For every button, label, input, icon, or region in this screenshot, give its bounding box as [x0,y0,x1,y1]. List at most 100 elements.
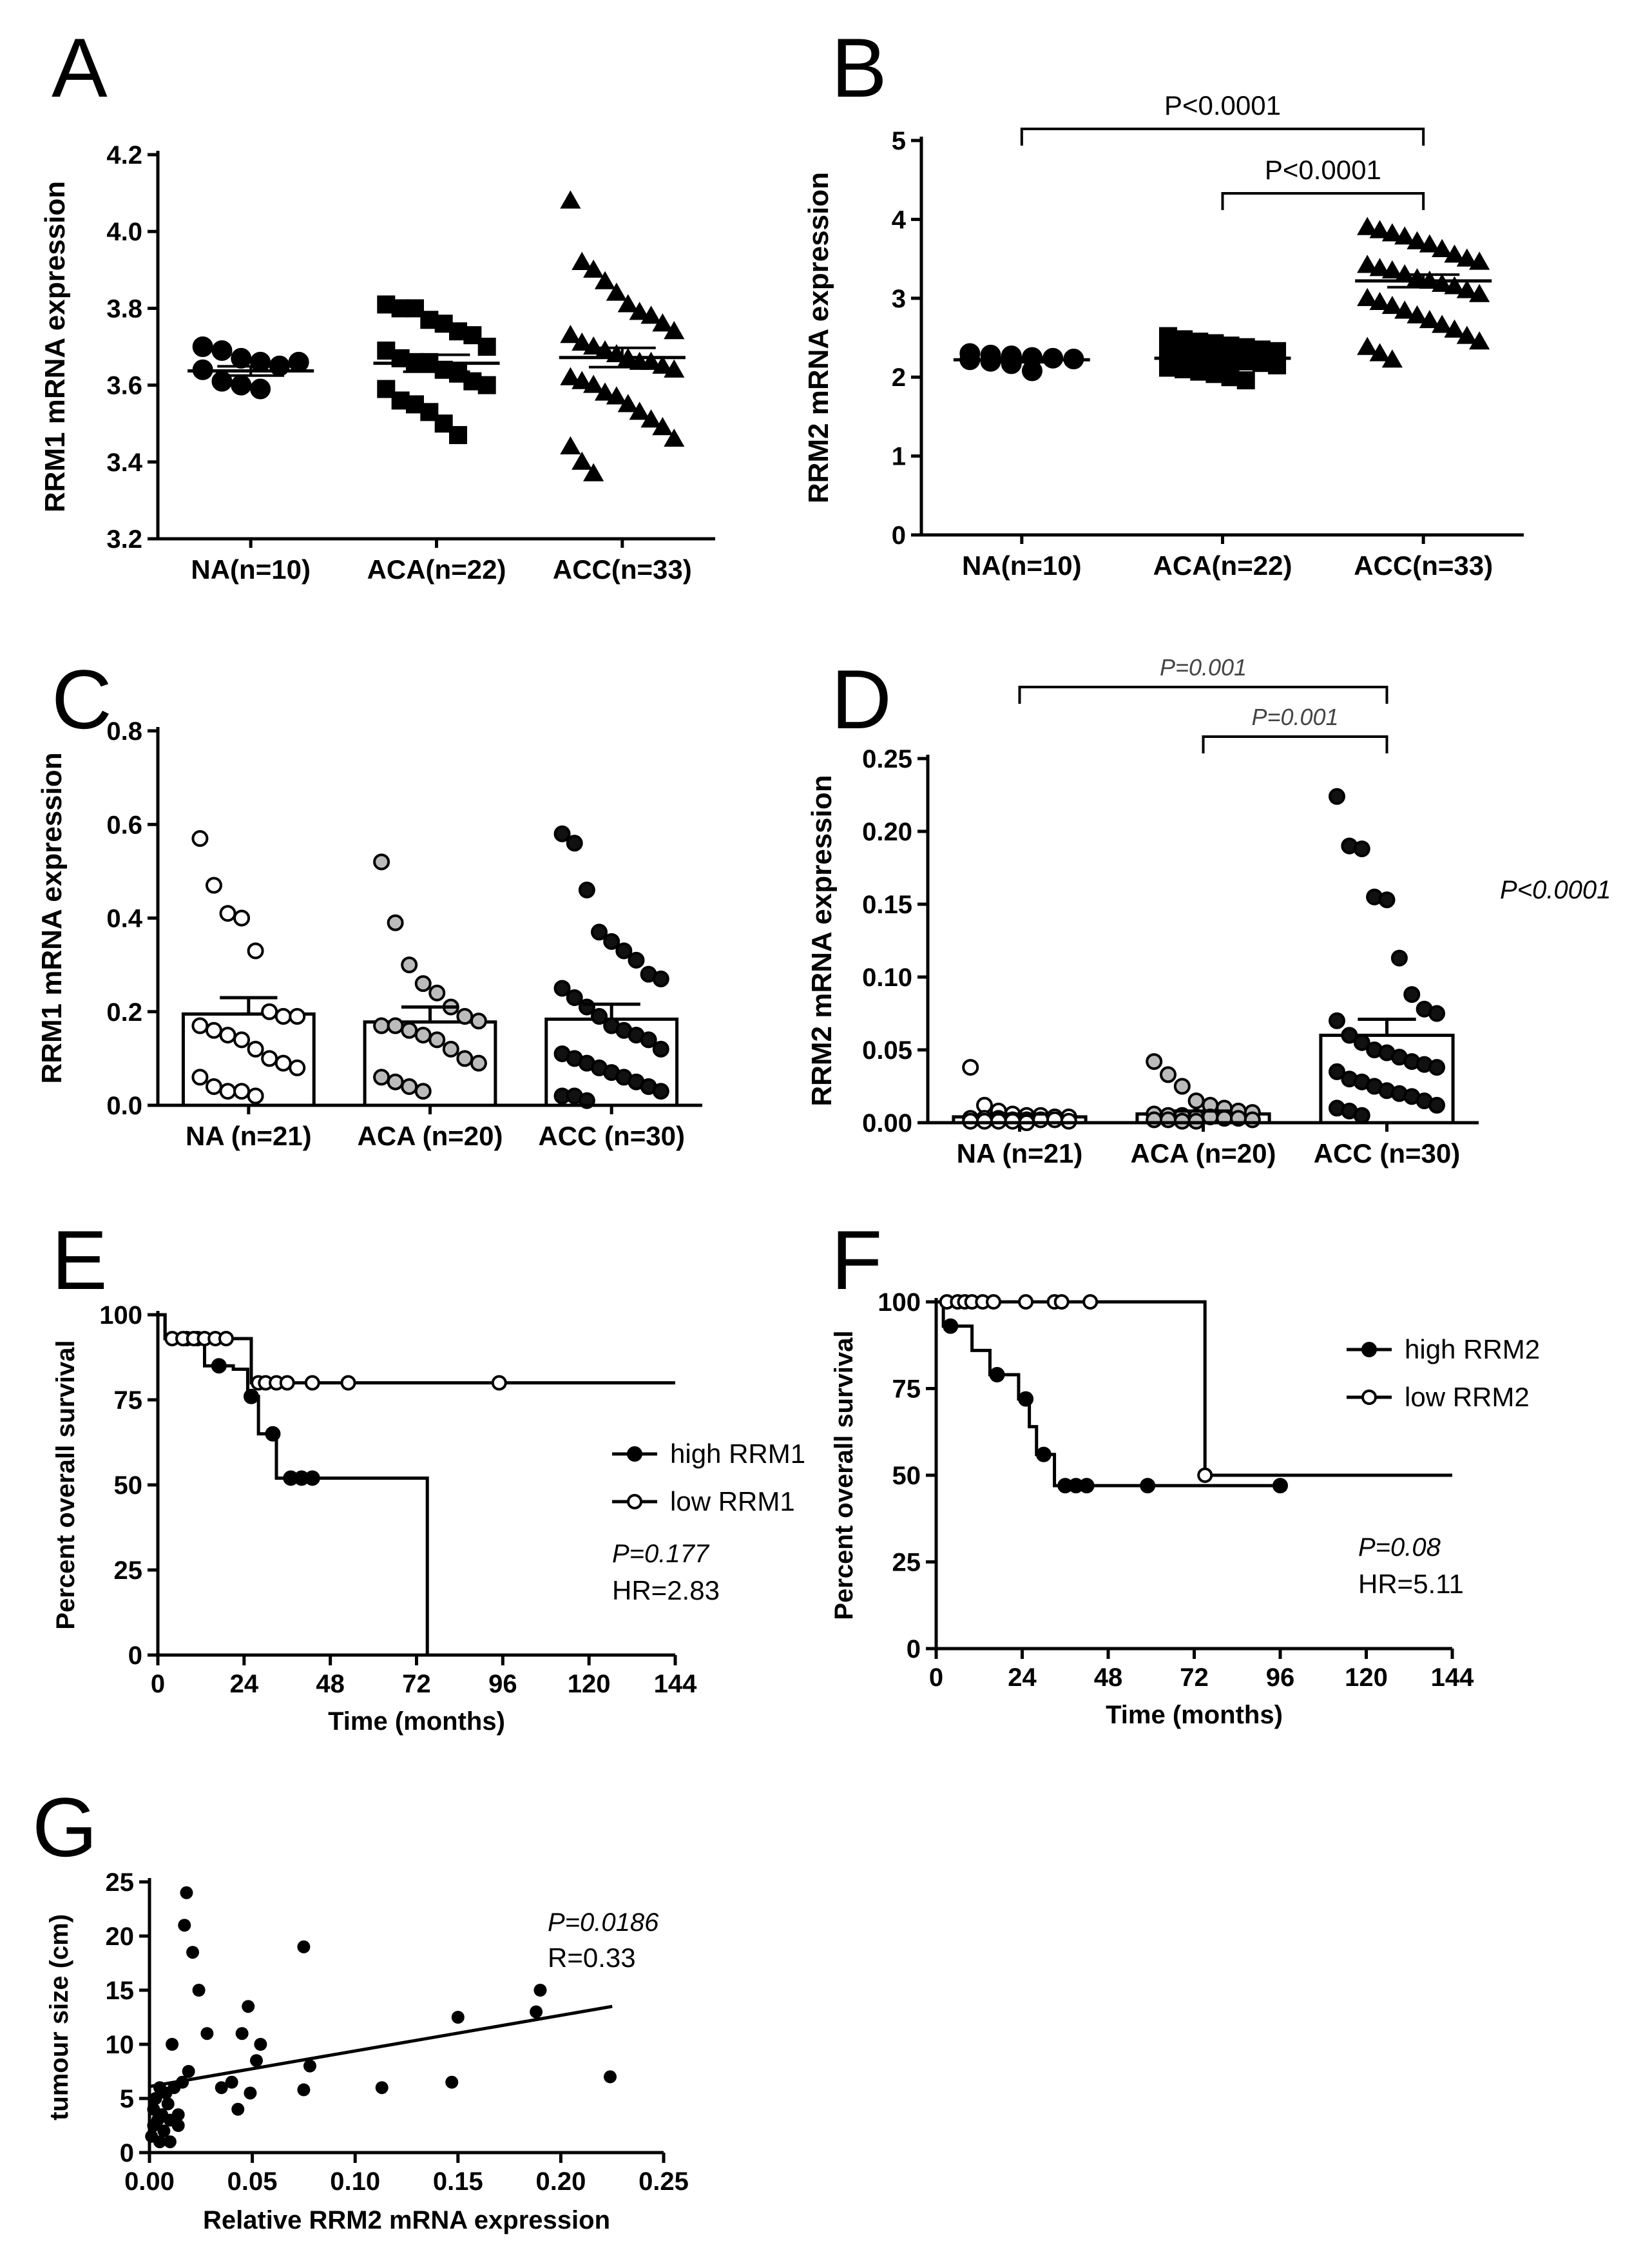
panel-B-point [1419,309,1440,329]
panel-g-point [178,1919,191,1932]
panel-F-y-tick-label: 0 [907,1635,921,1663]
panel-E-y-tick-label: 75 [114,1386,143,1415]
panel-f-hazard-ratio: HR=5.11 [1358,1569,1464,1599]
panel-B-y-axis-label: RRM2 mRNA expression [803,172,834,503]
panel-g-point [215,2081,228,2095]
panel-g-y-tick-label: 10 [106,2031,135,2059]
panel-F-survival-curve [936,1300,1452,1477]
panel-E-censor-mark [491,1375,507,1391]
panel-D-y-tick-label: 0.25 [862,745,912,773]
panel-C-point [233,1031,251,1049]
panel-A-point [477,338,496,356]
panel-F-x-tick-label: 96 [1266,1663,1295,1692]
panel-g-point [153,2135,166,2149]
panel-C-point [205,1022,222,1039]
panel-A-point [560,190,581,209]
panel-C-point [401,1078,418,1095]
panel-D-point [1046,1111,1064,1128]
panel-E-censor-mark [218,1330,234,1346]
panel-C-point [247,1087,264,1105]
panel-C-point [652,1040,669,1058]
panel-g-point [604,2070,617,2084]
panel-E-censor-mark [211,1358,227,1374]
panel-A-point [617,394,639,412]
panel-A-category-label: ACC(n=33) [553,554,692,585]
panel-A-y-tick-label: 3.4 [106,449,142,477]
panel-A-point [583,463,604,481]
panel-A-y-tick-label: 4.0 [106,218,142,246]
panel-A-point [640,409,662,428]
panel-g-y-tick-label: 0 [120,2139,134,2167]
legend-label: high RRM2 [1405,1334,1540,1364]
panel-D-point [962,1059,979,1076]
panel-g-point [180,1886,193,1899]
panel-B-point [1432,238,1453,257]
panel-C-point [247,1040,264,1058]
panel-C-y-tick-label: 0.0 [106,1092,142,1120]
panel-F-x-axis-label: Time (months) [1106,1701,1283,1729]
panel-A-category-label: NA(n=10) [191,554,311,585]
panel-C-category-label: ACC (n=30) [538,1121,685,1151]
panel-A-point [629,402,650,420]
panel-e-p-value: P=0.177 [612,1540,710,1568]
panel-A-point [211,340,233,361]
panel-b-chart: 0 1 2 3 4 5 NA(n=10) ACA(n=22) ACC(n=33) RRM2 mRN… [803,90,1524,581]
panel-C-point [191,830,209,848]
panel-C-point [219,905,236,922]
panel-F-censor-mark [986,1294,1001,1310]
panel-E-censor-mark [265,1426,281,1442]
panel-B-point [1357,287,1378,306]
panel-f-p-value: P=0.08 [1358,1533,1441,1562]
panel-A-point [583,259,604,278]
panel-A-point [571,451,593,470]
significance-bracket [1018,686,1388,704]
panel-C-y-tick-label: 0.2 [106,998,142,1027]
panel-C-point [591,1008,608,1025]
panel-A-point [583,374,604,393]
panel-F-x-tick-label: 120 [1345,1663,1388,1692]
panel-A-y-tick-label: 3.2 [106,525,142,554]
panel-C-point [553,980,571,997]
panel-D-category-label: ACA (n=20) [1131,1138,1276,1168]
panel-B-y-tick-label: 2 [892,363,906,392]
panel-A-point [640,351,662,370]
panel-C-point [387,914,404,931]
panel-E-y-axis-label: Percent overall survival [52,1340,80,1629]
panel-letter-c: C [52,652,112,746]
panel-D-y-tick-label: 0.00 [862,1109,912,1138]
panel-E-censor-mark [243,1388,259,1404]
panel-g-point [200,2027,214,2040]
legend-marker [1361,1342,1377,1357]
panel-C-point [261,1003,278,1020]
panel-letter-g: G [32,1780,97,1874]
panel-A-point [449,426,468,445]
panel-g-point [157,2124,171,2138]
panel-C-point [219,1027,236,1044]
panel-C-point [566,989,583,1006]
legend-label: low RRM1 [670,1486,795,1516]
panel-g-point [163,2135,177,2149]
panel-B-point [1469,284,1490,302]
panel-C-point [566,835,583,852]
panel-B-category-label: NA(n=10) [962,550,1082,581]
panel-C-point [603,933,620,950]
panel-B-point [1407,305,1428,324]
panel-A-point [477,376,496,394]
panel-E-x-tick-label: 0 [151,1670,165,1698]
panel-F-censor-mark [1079,1478,1095,1494]
panel-g-point [530,2005,543,2019]
panel-D-point [1159,1066,1177,1083]
panel-B-point [1456,325,1477,344]
panel-C-point [387,1017,404,1034]
panel-A-point [583,336,604,355]
panel-C-point [414,1027,432,1044]
panel-g-chart: 0 5 10 15 20 25 0.00 0.05 0.10 0.15 0.20 0.25 Relati… [45,1868,689,2234]
panel-g-y-axis-label: tumour size (cm) [45,1914,73,2120]
panel-B-y-tick-label: 0 [892,521,906,550]
panel-A-point [250,351,271,373]
panel-D-point [1328,788,1345,805]
panel-C-y-tick-label: 0.6 [106,811,142,839]
panel-D-point [1353,840,1370,858]
legend-marker [1361,1390,1377,1405]
panel-g-point [533,1984,547,1997]
